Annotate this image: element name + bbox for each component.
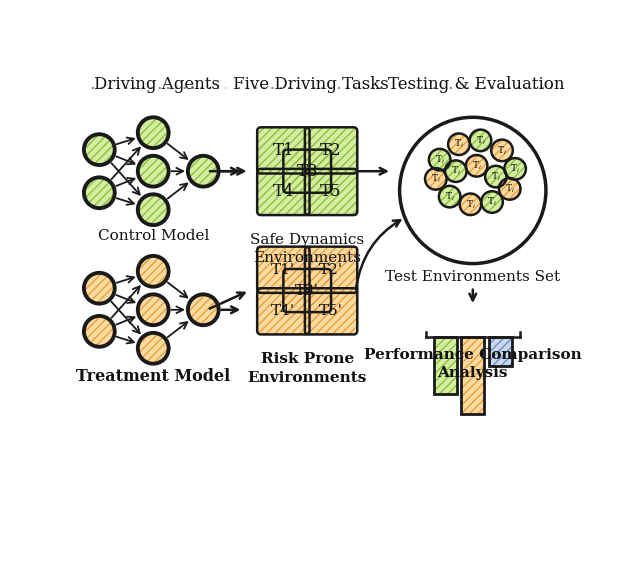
FancyBboxPatch shape bbox=[283, 269, 331, 312]
Text: T4: T4 bbox=[273, 183, 294, 200]
Text: Performance Comparison
Analysis: Performance Comparison Analysis bbox=[364, 347, 582, 380]
Bar bbox=[461, 337, 484, 414]
Circle shape bbox=[399, 117, 546, 264]
Text: T$_i$: T$_i$ bbox=[451, 165, 461, 178]
Circle shape bbox=[138, 117, 169, 148]
FancyBboxPatch shape bbox=[305, 169, 357, 215]
Text: Testing & Evaluation: Testing & Evaluation bbox=[388, 76, 565, 93]
Circle shape bbox=[188, 156, 219, 186]
FancyBboxPatch shape bbox=[257, 247, 310, 293]
Text: T1: T1 bbox=[273, 142, 294, 159]
FancyBboxPatch shape bbox=[305, 127, 357, 173]
Bar bbox=[433, 337, 457, 394]
Circle shape bbox=[460, 193, 481, 215]
Circle shape bbox=[138, 156, 169, 186]
Circle shape bbox=[84, 134, 115, 165]
Text: T$_i$: T$_i$ bbox=[472, 159, 482, 172]
Text: T$_i$: T$_i$ bbox=[475, 134, 485, 146]
Text: T$_i$: T$_i$ bbox=[505, 183, 514, 195]
Text: Five Driving Tasks: Five Driving Tasks bbox=[233, 76, 389, 93]
Circle shape bbox=[491, 139, 513, 161]
FancyBboxPatch shape bbox=[283, 149, 331, 193]
Bar bbox=[433, 337, 457, 394]
Circle shape bbox=[470, 130, 491, 151]
Circle shape bbox=[138, 294, 169, 325]
Text: Test Environments Set: Test Environments Set bbox=[385, 270, 560, 284]
Text: T$_i$: T$_i$ bbox=[435, 154, 445, 166]
Text: T1': T1' bbox=[271, 263, 295, 277]
Text: T5: T5 bbox=[320, 183, 342, 200]
Circle shape bbox=[84, 316, 115, 347]
Text: Safe Dynamics
Environments: Safe Dynamics Environments bbox=[250, 233, 364, 265]
FancyBboxPatch shape bbox=[257, 127, 310, 173]
Text: Driving Agents: Driving Agents bbox=[94, 76, 220, 93]
FancyBboxPatch shape bbox=[305, 288, 357, 335]
Text: Risk Prone
Environments: Risk Prone Environments bbox=[247, 352, 367, 384]
Circle shape bbox=[138, 256, 169, 287]
Text: T$_i$: T$_i$ bbox=[487, 196, 497, 208]
Circle shape bbox=[499, 178, 521, 200]
Bar bbox=[489, 337, 512, 366]
Text: T3: T3 bbox=[296, 163, 318, 180]
Text: Control Model: Control Model bbox=[97, 229, 209, 243]
Circle shape bbox=[138, 195, 169, 225]
FancyBboxPatch shape bbox=[257, 288, 310, 335]
Text: T2: T2 bbox=[320, 142, 342, 159]
Text: T$_i$: T$_i$ bbox=[431, 173, 441, 185]
Circle shape bbox=[485, 166, 507, 188]
Circle shape bbox=[429, 149, 450, 171]
Text: T4': T4' bbox=[271, 304, 295, 318]
Text: T3': T3' bbox=[295, 284, 319, 298]
Circle shape bbox=[445, 161, 467, 182]
Circle shape bbox=[481, 191, 503, 213]
Text: T$_i$: T$_i$ bbox=[497, 144, 507, 156]
Bar bbox=[433, 337, 457, 394]
Text: T$_i$: T$_i$ bbox=[454, 138, 464, 151]
Bar bbox=[489, 337, 512, 366]
Text: Treatment Model: Treatment Model bbox=[76, 367, 230, 384]
Circle shape bbox=[466, 155, 487, 176]
Bar bbox=[489, 337, 512, 366]
Text: T$_i$: T$_i$ bbox=[491, 171, 501, 183]
Text: T2': T2' bbox=[319, 263, 343, 277]
Circle shape bbox=[448, 134, 470, 155]
Circle shape bbox=[439, 186, 460, 207]
Text: T$_i$: T$_i$ bbox=[445, 190, 455, 203]
FancyBboxPatch shape bbox=[257, 169, 310, 215]
FancyBboxPatch shape bbox=[305, 247, 357, 293]
Text: T$_i$: T$_i$ bbox=[465, 198, 475, 210]
Bar bbox=[461, 337, 484, 414]
Circle shape bbox=[84, 178, 115, 208]
Text: T$_i$: T$_i$ bbox=[510, 163, 520, 175]
Text: T5': T5' bbox=[319, 304, 343, 318]
Circle shape bbox=[188, 294, 219, 325]
Circle shape bbox=[425, 168, 447, 190]
Circle shape bbox=[84, 273, 115, 304]
Bar bbox=[461, 337, 484, 414]
Circle shape bbox=[504, 158, 526, 180]
Circle shape bbox=[138, 333, 169, 364]
